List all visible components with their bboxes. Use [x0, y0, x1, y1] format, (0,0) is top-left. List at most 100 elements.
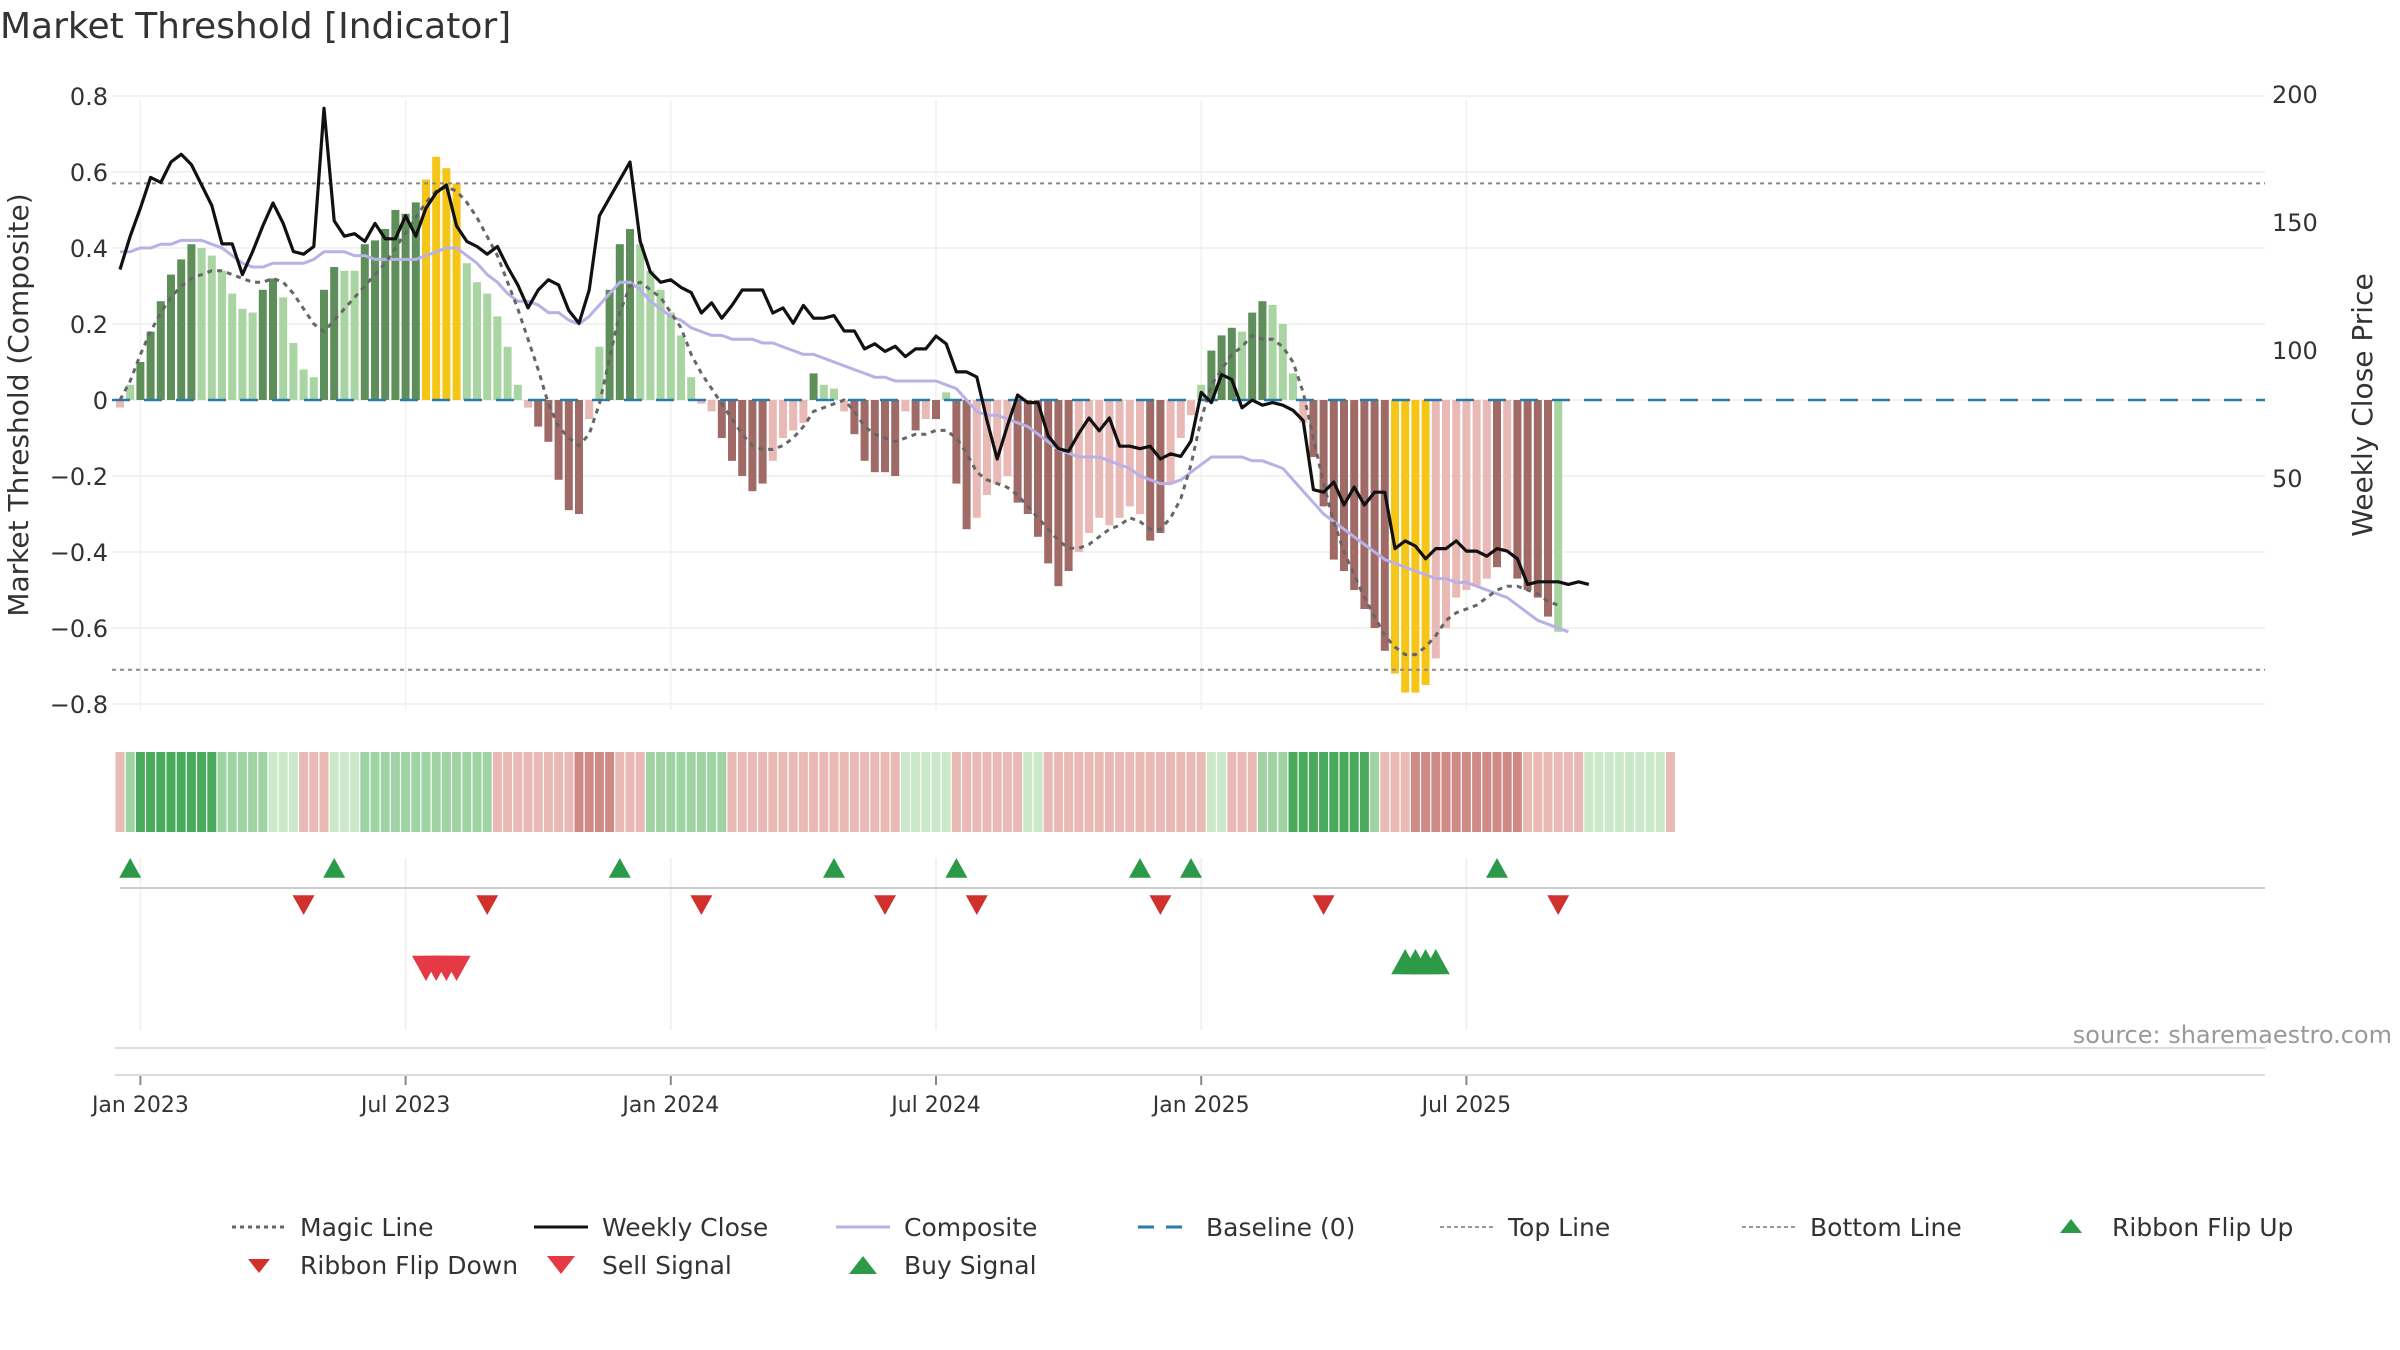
- composite-bar: [717, 400, 726, 438]
- composite-bar: [207, 255, 216, 400]
- ribbon-cell: [656, 752, 666, 832]
- composite-bar: [870, 400, 879, 473]
- ribbon-cell: [982, 752, 992, 832]
- composite-bar: [1034, 400, 1042, 537]
- y-left-tick-label: 0.6: [70, 159, 108, 187]
- ribbon-cell: [1268, 752, 1278, 832]
- composite-bar: [1105, 400, 1114, 526]
- ribbon-cell: [125, 752, 135, 832]
- ribbon-cell: [135, 752, 145, 832]
- ribbon-cell: [1094, 752, 1104, 832]
- composite-bar: [228, 293, 237, 400]
- ribbon-flip-down-marker: [965, 895, 988, 915]
- ribbon-cell: [1206, 752, 1216, 832]
- y-left-tick-label: 0.4: [70, 235, 108, 263]
- composite-bar: [738, 400, 747, 476]
- ribbon-cell: [1155, 752, 1165, 832]
- ribbon-flip-down-marker: [1547, 895, 1570, 915]
- ribbon-cell: [1135, 752, 1145, 832]
- ribbon-cell: [768, 752, 778, 832]
- composite-bar: [1074, 400, 1083, 552]
- ribbon-flip-down-marker: [874, 895, 896, 915]
- composite-bar: [1533, 400, 1542, 598]
- composite-bar: [544, 400, 553, 442]
- ribbon-cell: [1543, 752, 1553, 832]
- ribbon-cell: [156, 752, 166, 832]
- sell-signal-icon: [547, 1256, 575, 1274]
- composite-bar: [320, 289, 328, 400]
- ribbon-cell: [472, 752, 482, 832]
- ribbon-cell: [1023, 752, 1033, 832]
- ribbon-flip-up-marker: [1180, 858, 1202, 878]
- ribbon-cell: [707, 752, 717, 832]
- ribbon-cell: [1176, 752, 1186, 832]
- ribbon-cell: [197, 752, 207, 832]
- composite-bar: [942, 392, 951, 400]
- ribbon-cell: [360, 752, 370, 832]
- y-left-tick-label: 0.8: [70, 83, 108, 111]
- ribbon-cell: [288, 752, 298, 832]
- ribbon-cell: [227, 752, 237, 832]
- composite-bar: [1136, 400, 1144, 514]
- ribbon-cell: [482, 752, 492, 832]
- ribbon-cell: [1400, 752, 1410, 832]
- ribbon-cell: [186, 752, 196, 832]
- ribbon-cell: [462, 752, 472, 832]
- ribbon-flip-up-icon: [2060, 1219, 2082, 1233]
- buy-signal-icon: [849, 1256, 877, 1274]
- ribbon-cell: [309, 752, 319, 832]
- ribbon-cell: [900, 752, 910, 832]
- ribbon-cell: [1033, 752, 1043, 832]
- ribbon-cell: [890, 752, 900, 832]
- composite-bar: [993, 400, 1002, 484]
- composite-bar: [1431, 400, 1440, 659]
- ribbon-cell: [278, 752, 288, 832]
- ribbon-cell: [1115, 752, 1125, 832]
- y-left-tick-label: −0.6: [50, 615, 108, 643]
- legend-label-ribbon-flip-down: Ribbon Flip Down: [300, 1250, 519, 1280]
- composite-bar: [1023, 400, 1032, 514]
- composite-bar: [952, 400, 961, 484]
- composite-bar: [1125, 400, 1134, 507]
- ribbon-flip-up-marker: [1486, 858, 1508, 878]
- ribbon-cell: [237, 752, 247, 832]
- x-tick-label: Jul 2023: [359, 1093, 451, 1118]
- composite-bar: [1289, 373, 1297, 400]
- ribbon-cell: [1013, 752, 1023, 832]
- ribbon-layer: [115, 752, 1675, 832]
- ribbon-cell: [1512, 752, 1522, 832]
- composite-bar: [401, 213, 410, 400]
- composite-bar: [1319, 400, 1328, 507]
- ribbon-cell: [1064, 752, 1074, 832]
- composite-bar: [279, 297, 288, 400]
- ribbon-cell: [248, 752, 258, 832]
- ribbon-cell: [146, 752, 156, 832]
- ribbon-flip-down-marker: [690, 895, 713, 915]
- ribbon-cell: [911, 752, 921, 832]
- ribbon-cell: [1635, 752, 1645, 832]
- composite-bar: [1452, 400, 1461, 598]
- ribbon-cell: [1145, 752, 1155, 832]
- ribbon-cell: [788, 752, 798, 832]
- weekly-close-line: [118, 106, 1590, 587]
- composite-bar: [860, 400, 869, 461]
- y-right-tick-label: 200: [2272, 81, 2318, 109]
- ribbon-cell: [421, 752, 431, 832]
- ribbon-flip-up-marker: [323, 858, 346, 878]
- composite-bar: [289, 343, 298, 400]
- composite-bar: [197, 248, 206, 400]
- composite-bar: [1248, 312, 1257, 400]
- composite-bar: [891, 400, 900, 476]
- ribbon-cell: [258, 752, 268, 832]
- legend-label-magic-line: Magic Line: [300, 1212, 434, 1242]
- ribbon-flip-up-marker: [608, 858, 631, 878]
- ribbon-cell: [1461, 752, 1471, 832]
- ribbon-cell: [554, 752, 564, 832]
- y-left-tick-label: −0.8: [50, 691, 108, 719]
- legend-item-sell-signal: Sell Signal: [532, 1251, 834, 1280]
- ribbon-cell: [166, 752, 176, 832]
- composite-bar: [1207, 350, 1216, 400]
- ribbon-cell: [299, 752, 309, 832]
- composite-bar: [167, 274, 175, 400]
- composite-bar: [1156, 400, 1165, 533]
